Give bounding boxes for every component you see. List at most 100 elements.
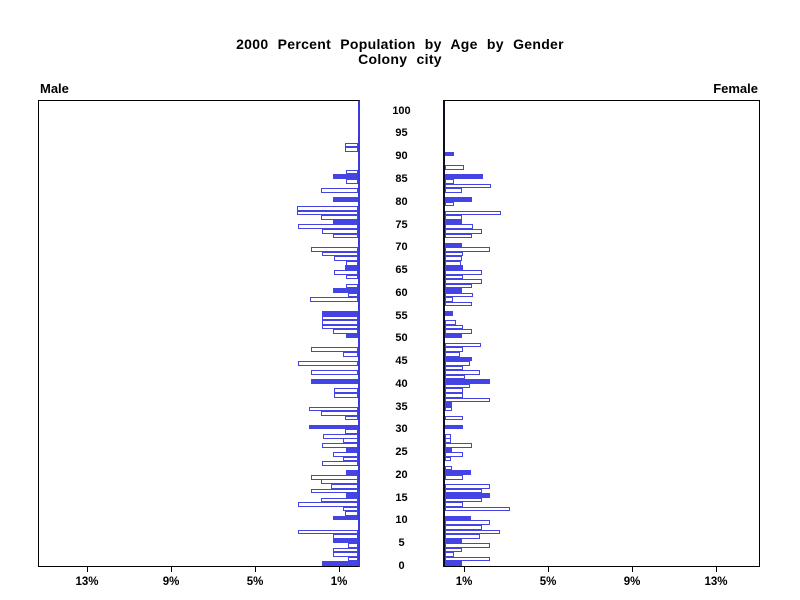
bar-male-age-26 <box>322 443 358 448</box>
bar-male-age-91 <box>345 147 358 152</box>
bar-male-age-29 <box>345 429 358 434</box>
bar-female-age-41 <box>445 374 466 380</box>
bar-female-age-57 <box>445 301 472 307</box>
bar-female-age-44 <box>445 361 471 366</box>
bar-male-age-40 <box>310 379 358 384</box>
bar-male-age-59 <box>347 292 358 298</box>
bar-female-age-90 <box>445 151 455 157</box>
male-pct-tick-1 <box>339 567 340 572</box>
bar-male-age-54 <box>322 315 358 321</box>
bar-female-age-72 <box>445 233 472 239</box>
age-tick-label-20: 20 <box>395 468 408 481</box>
male-pct-label-9: 9% <box>162 576 180 588</box>
bar-female-age-34 <box>445 406 453 412</box>
bar-female-age-28 <box>445 433 452 439</box>
age-tick-label-15: 15 <box>395 491 408 504</box>
age-tick-label-40: 40 <box>395 377 408 390</box>
bar-female-age-27 <box>445 438 452 444</box>
bar-female-age-42 <box>445 370 481 375</box>
bar-female-age-76 <box>445 215 462 220</box>
bar-male-age-28 <box>322 433 358 439</box>
bar-male-age-38 <box>334 388 358 393</box>
bar-male-age-18 <box>321 479 358 485</box>
bar-male-age-67 <box>334 256 358 261</box>
bar-male-age-33 <box>321 411 358 416</box>
bar-female-age-47 <box>445 347 464 353</box>
bar-female-age-32 <box>445 415 463 421</box>
bar-female-age-45 <box>445 356 473 362</box>
bar-male-age-64 <box>334 270 358 275</box>
bar-female-age-55 <box>445 311 453 316</box>
bar-female-age-51 <box>445 329 472 334</box>
bar-male-age-75 <box>332 219 358 225</box>
bar-male-age-13 <box>297 502 358 507</box>
bar-male-age-65 <box>344 265 358 271</box>
bar-male-age-27 <box>343 438 358 444</box>
age-tick-label-95: 95 <box>395 127 408 140</box>
age-tick-label-85: 85 <box>395 172 408 185</box>
bar-female-age-40 <box>445 379 491 384</box>
bar-female-age-87 <box>445 165 464 170</box>
bar-female-age-82 <box>445 188 462 193</box>
bar-male-age-32 <box>345 415 358 421</box>
bar-female-age-21 <box>445 465 453 471</box>
bar-female-age-13 <box>445 502 463 507</box>
bar-female-age-61 <box>445 283 472 289</box>
bar-female-age-53 <box>445 320 457 325</box>
bar-male-age-80 <box>332 197 358 202</box>
female-pct-label-9: 9% <box>623 576 641 588</box>
male-pct-tick-9 <box>171 567 172 572</box>
bar-male-age-76 <box>321 215 358 220</box>
bar-male-age-12 <box>343 506 358 512</box>
bar-male-age-74 <box>297 224 358 230</box>
age-tick-label-65: 65 <box>395 264 408 277</box>
bar-male-age-6 <box>332 534 358 539</box>
female-panel <box>443 100 760 567</box>
age-tick-label-50: 50 <box>395 332 408 345</box>
bar-female-age-46 <box>445 351 461 357</box>
bar-female-age-2 <box>445 552 455 557</box>
bar-male-age-50 <box>345 333 358 339</box>
age-tick-label-25: 25 <box>395 446 408 459</box>
bar-male-age-46 <box>343 351 358 357</box>
bar-female-age-52 <box>445 324 463 330</box>
age-tick-label-55: 55 <box>395 309 408 322</box>
bar-female-age-77 <box>445 210 502 216</box>
bar-male-age-25 <box>346 447 358 453</box>
bar-female-age-80 <box>445 197 472 202</box>
bar-female-age-20 <box>445 470 471 475</box>
bar-female-age-59 <box>445 292 473 298</box>
bar-male-age-0 <box>322 561 358 566</box>
bar-female-age-48 <box>445 342 482 348</box>
bar-male-age-37 <box>334 392 358 398</box>
bar-female-age-6 <box>445 534 481 539</box>
bar-female-age-4 <box>445 543 490 548</box>
age-tick-label-0: 0 <box>398 560 405 572</box>
bar-female-age-23 <box>445 456 452 462</box>
male-pct-label-1: 1% <box>330 576 348 588</box>
age-tick-label-75: 75 <box>395 218 408 231</box>
bar-male-age-53 <box>322 320 358 325</box>
bar-female-age-26 <box>445 443 472 448</box>
bar-male-age-77 <box>297 210 358 216</box>
bar-male-age-92 <box>344 142 358 148</box>
female-pct-tick-1 <box>464 567 465 572</box>
bar-female-age-14 <box>445 497 482 503</box>
age-tick-label-60: 60 <box>395 286 408 299</box>
age-tick-label-10: 10 <box>395 514 408 527</box>
bar-male-age-68 <box>322 251 358 257</box>
bar-female-age-83 <box>445 183 492 189</box>
age-tick-label-5: 5 <box>398 537 405 550</box>
bar-male-age-58 <box>309 297 358 302</box>
bar-female-age-70 <box>445 242 462 248</box>
age-tick-label-30: 30 <box>395 423 408 436</box>
age-tick-label-70: 70 <box>395 241 408 254</box>
female-pct-label-1: 1% <box>455 576 473 588</box>
bar-male-age-23 <box>343 456 358 462</box>
bar-male-age-63 <box>346 274 358 280</box>
bar-female-age-0 <box>445 561 462 566</box>
bar-male-age-47 <box>310 347 358 353</box>
female-pct-tick-9 <box>632 567 633 572</box>
bar-female-age-5 <box>445 538 462 544</box>
age-tick-label-35: 35 <box>395 400 408 413</box>
